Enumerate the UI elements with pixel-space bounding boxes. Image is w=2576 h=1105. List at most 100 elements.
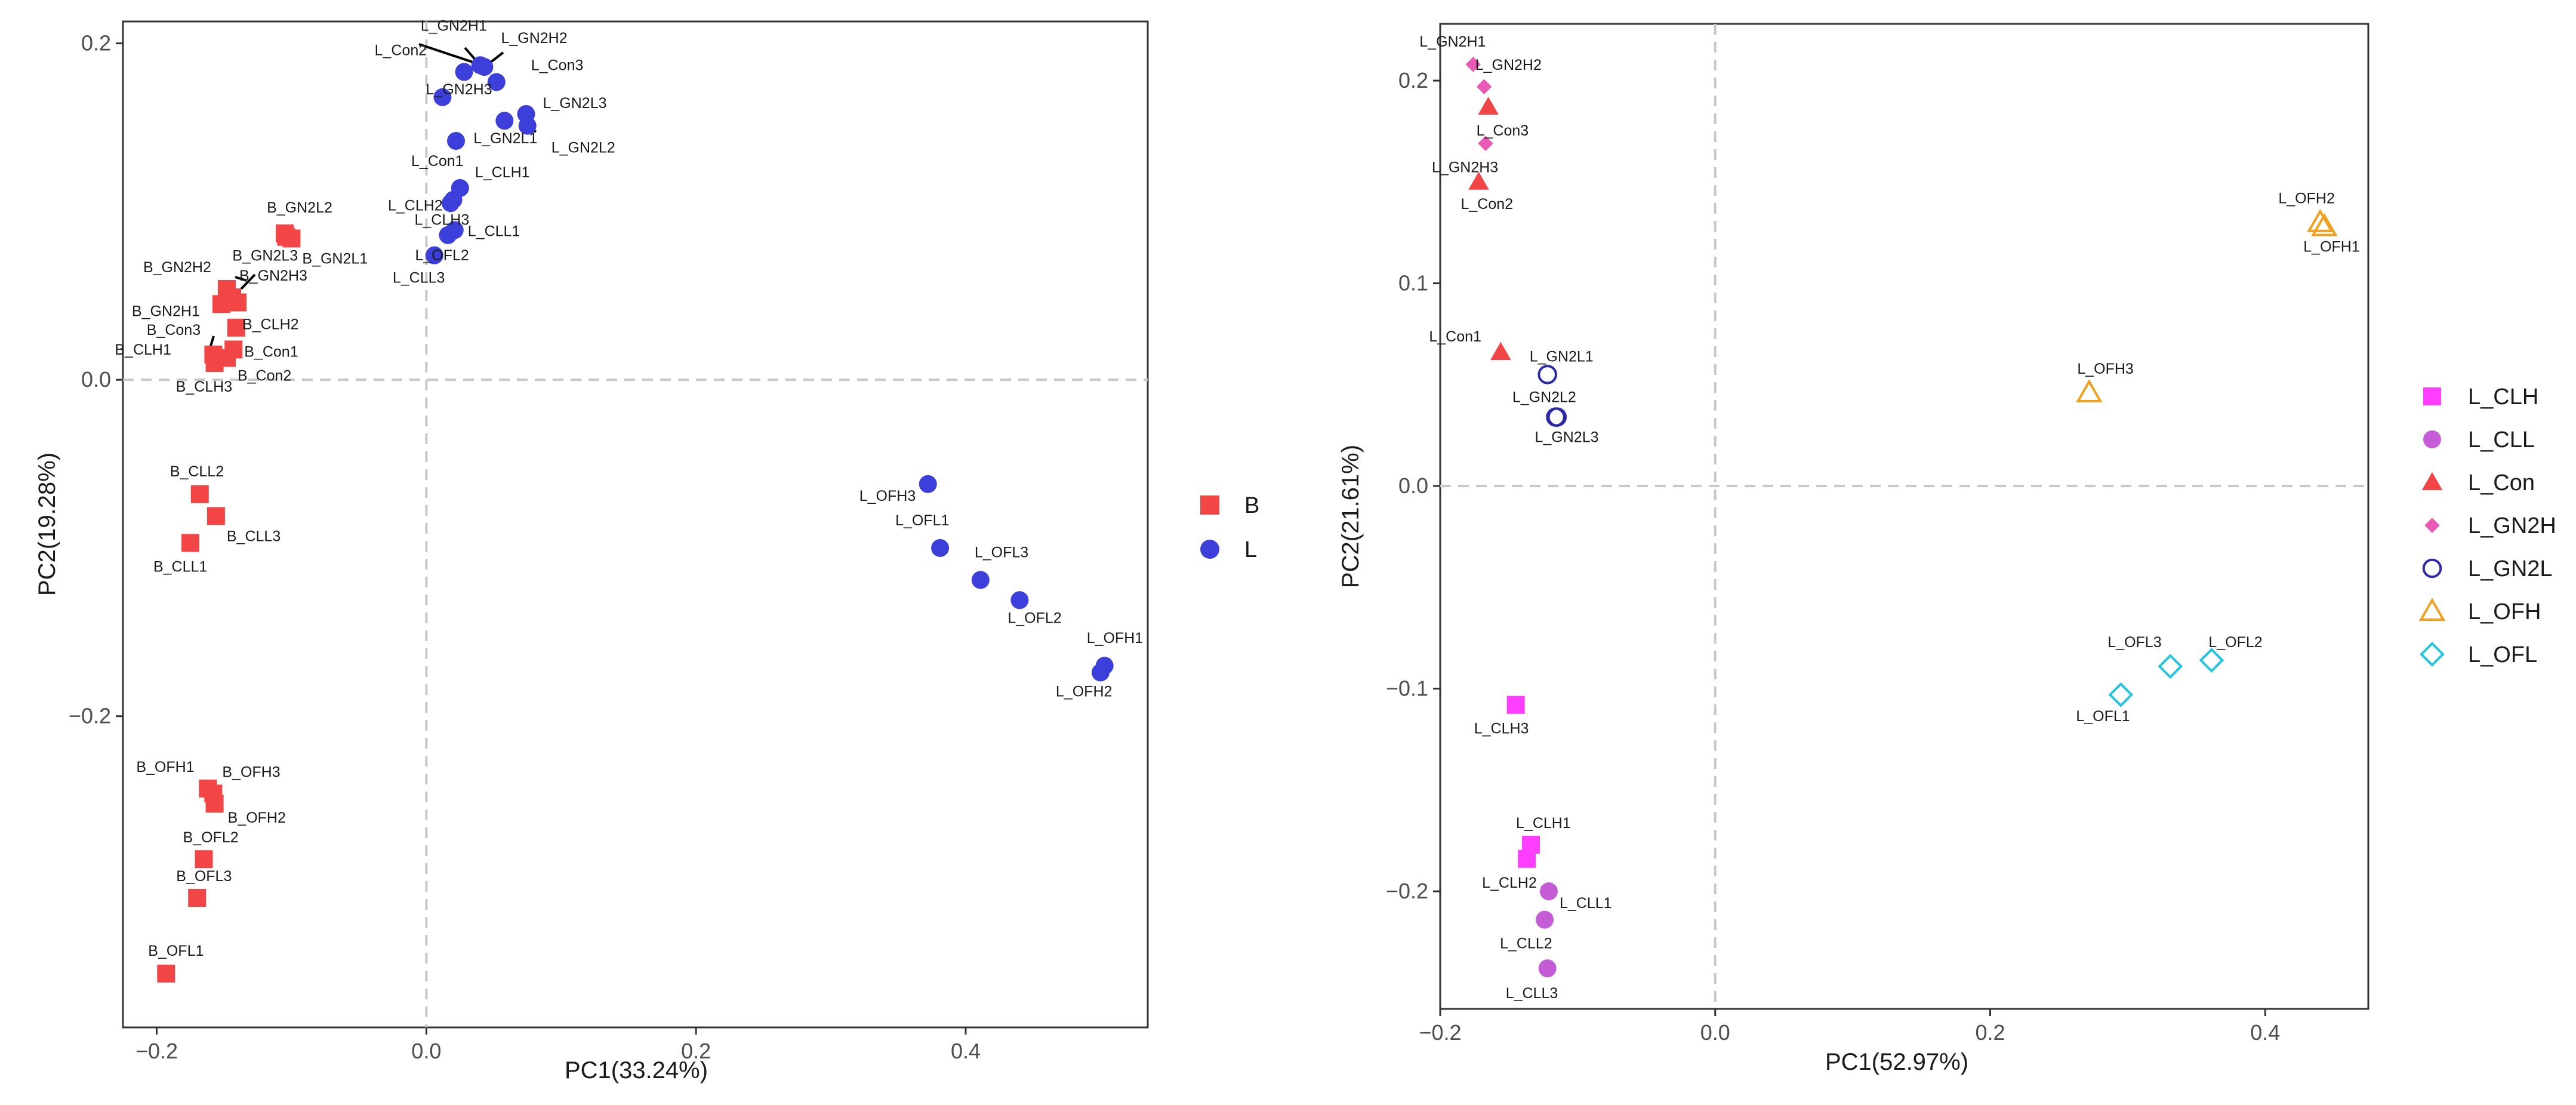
point-label-b-gn2h1: B_GN2H1 — [132, 303, 200, 319]
reference-lines-left — [123, 21, 1148, 1027]
data-point-l-gn2l2 — [518, 116, 537, 135]
data-points-left — [157, 56, 1114, 983]
data-point-l-con2 — [455, 63, 473, 81]
y-tick-label: −0.2 — [69, 704, 111, 728]
legend-marker-l — [1200, 540, 1219, 559]
legend-marker-l-ofh — [2418, 598, 2446, 621]
legend-left: B L — [1200, 493, 1259, 562]
point-label-l-gn2h3: L_GN2H3 — [1432, 159, 1498, 176]
point-label-l-cll3: L_CLL3 — [1506, 985, 1558, 1002]
point-label-l-gn2l2: L_GN2L2 — [1512, 389, 1576, 406]
data-point-l-gn2l1 — [495, 112, 514, 130]
point-label-l-gn2h1: L_GN2H1 — [1419, 33, 1486, 50]
data-point-b-ofh2 — [205, 795, 224, 813]
data-point-l-con2 — [1468, 171, 1489, 190]
data-point-b-cll1 — [181, 534, 199, 552]
data-point-l-gn2h2 — [475, 58, 494, 76]
data-point-l-ofh3 — [919, 475, 937, 493]
point-label-b-con2: B_Con2 — [238, 368, 291, 384]
x-axis-label-left: PC1(33.24%) — [565, 1057, 708, 1084]
point-label-b-gn2l1: B_GN2L1 — [302, 250, 368, 267]
point-label-b-clh1: B_CLH1 — [115, 341, 171, 358]
point-label-l-con3: L_Con3 — [531, 57, 584, 73]
x-tick-label: 0.4 — [951, 1039, 981, 1063]
data-point-l-gn2l1 — [1537, 365, 1557, 384]
leader-line — [235, 276, 247, 282]
data-point-b-con3 — [227, 318, 245, 337]
point-label-l-clh1: L_CLH1 — [1516, 815, 1571, 832]
data-point-l-gn2h2 — [1476, 79, 1492, 94]
point-label-l-ofl2: L_OFL2 — [2208, 634, 2262, 651]
legend-marker-l-ofl — [2420, 642, 2445, 667]
leader-line — [240, 273, 256, 290]
point-label-b-ofh1: B_OFH1 — [136, 759, 194, 775]
legend-label-b: B — [1244, 493, 1259, 518]
reference-lines-right — [1440, 24, 2368, 1009]
point-label-l-cll2: L_CLL2 — [1500, 935, 1552, 952]
x-tick-label: 0.0 — [411, 1039, 441, 1063]
legend-marker-l-gn2l — [2422, 558, 2442, 578]
y-axis-label-right: PC2(21.61%) — [1338, 445, 1364, 588]
plot-panel-left — [122, 20, 1149, 1029]
axis-ticks-right: −0.2 0.0 0.2 0.4 −0.2 −0.1 0.0 0.1 0.2 — [1386, 68, 2280, 1045]
point-label-l-con2: L_Con2 — [1461, 196, 1514, 213]
x-tick-label: −0.2 — [1419, 1020, 1461, 1045]
point-label-b-ofh2: B_OFH2 — [228, 809, 286, 826]
data-point-l-ofh3 — [2076, 379, 2103, 402]
legend-label-l-gn2h: L_GN2H — [2468, 513, 2556, 538]
point-label-b-cll1: B_CLL1 — [153, 558, 207, 575]
y-tick-label: 0.0 — [81, 367, 111, 392]
data-point-l-cll3 — [1538, 959, 1557, 978]
data-point-l-ofl1 — [2108, 682, 2134, 707]
x-tick-label: 0.4 — [2250, 1020, 2280, 1045]
point-label-l-ofl1: L_OFL1 — [895, 512, 949, 529]
point-label-l-gn2l1: L_GN2L1 — [1530, 348, 1594, 365]
point-label-l-clh2: L_CLH2 — [388, 197, 443, 214]
y-tick-label: 0.0 — [1398, 473, 1428, 498]
x-axis-label-right: PC1(52.97%) — [1825, 1049, 1968, 1075]
data-point-l-gn2l3 — [1546, 407, 1566, 427]
point-label-b-clh3: B_CLH3 — [176, 378, 233, 395]
point-label-l-gn2l3: L_GN2L3 — [543, 95, 607, 112]
x-tick-label: 0.2 — [681, 1039, 711, 1063]
data-point-l-ofl3 — [2158, 654, 2183, 679]
y-tick-label: −0.2 — [1386, 879, 1428, 903]
data-point-l-cll2 — [1536, 910, 1554, 929]
point-label-l-cll1: L_CLL1 — [468, 223, 520, 239]
data-point-l-ofl2 — [2199, 648, 2224, 673]
data-point-l-ofl3 — [971, 571, 990, 589]
point-label-b-gn2l3: B_GN2L3 — [232, 248, 298, 264]
data-point-l-con3 — [487, 73, 506, 91]
y-tick-label: −0.1 — [1386, 676, 1428, 701]
legend-label-l-clh: L_CLH — [2468, 384, 2538, 410]
data-point-l-ofl2 — [439, 226, 457, 244]
point-label-b-ofl1: B_OFL1 — [148, 943, 204, 959]
point-label-b-ofl2: B_OFL2 — [183, 829, 239, 846]
point-label-l-ofl1: L_OFL1 — [2076, 708, 2130, 725]
point-label-l-ofh1: L_OFH1 — [2303, 239, 2359, 256]
data-point-l-con3 — [1478, 96, 1499, 115]
data-point-l-ofh1 — [2311, 213, 2338, 236]
point-label-l-gn2h2: L_GN2H2 — [501, 30, 567, 47]
data-point-l-ofl1 — [931, 538, 950, 557]
point-label-l-gn2h1: L_GN2H1 — [421, 17, 487, 34]
point-label-l-con1: L_Con1 — [1429, 328, 1481, 345]
data-point-l-gn2h3 — [433, 88, 452, 106]
data-point-l-cll1 — [1539, 882, 1558, 901]
pca-chart-right: −0.2 0.0 0.2 0.4−0.2−0.10.00.10.2 L_CLH3L_C… — [1338, 23, 2556, 1075]
legend-marker-l-clh — [2423, 387, 2441, 405]
point-label-b-clh2: B_CLH2 — [242, 316, 299, 333]
point-label-l-gn2l2: L_GN2L2 — [551, 140, 615, 156]
point-label-l-ofl2: L_OFL2 — [415, 247, 469, 264]
data-point-b-cll2 — [190, 485, 209, 503]
point-label-b-con3: B_Con3 — [147, 322, 201, 338]
data-point-l-clh2 — [441, 194, 460, 213]
point-label-b-gn2h3: B_GN2H3 — [239, 267, 307, 284]
data-point-l-ofl2 — [1010, 591, 1029, 610]
x-tick-label: 0.0 — [1700, 1020, 1730, 1045]
point-label-b-cll2: B_CLL2 — [170, 463, 224, 480]
legend-label-l-gn2l: L_GN2L — [2468, 556, 2553, 581]
point-label-l-clh2: L_CLH2 — [1482, 875, 1537, 891]
point-label-b-cll3: B_CLL3 — [227, 528, 281, 544]
